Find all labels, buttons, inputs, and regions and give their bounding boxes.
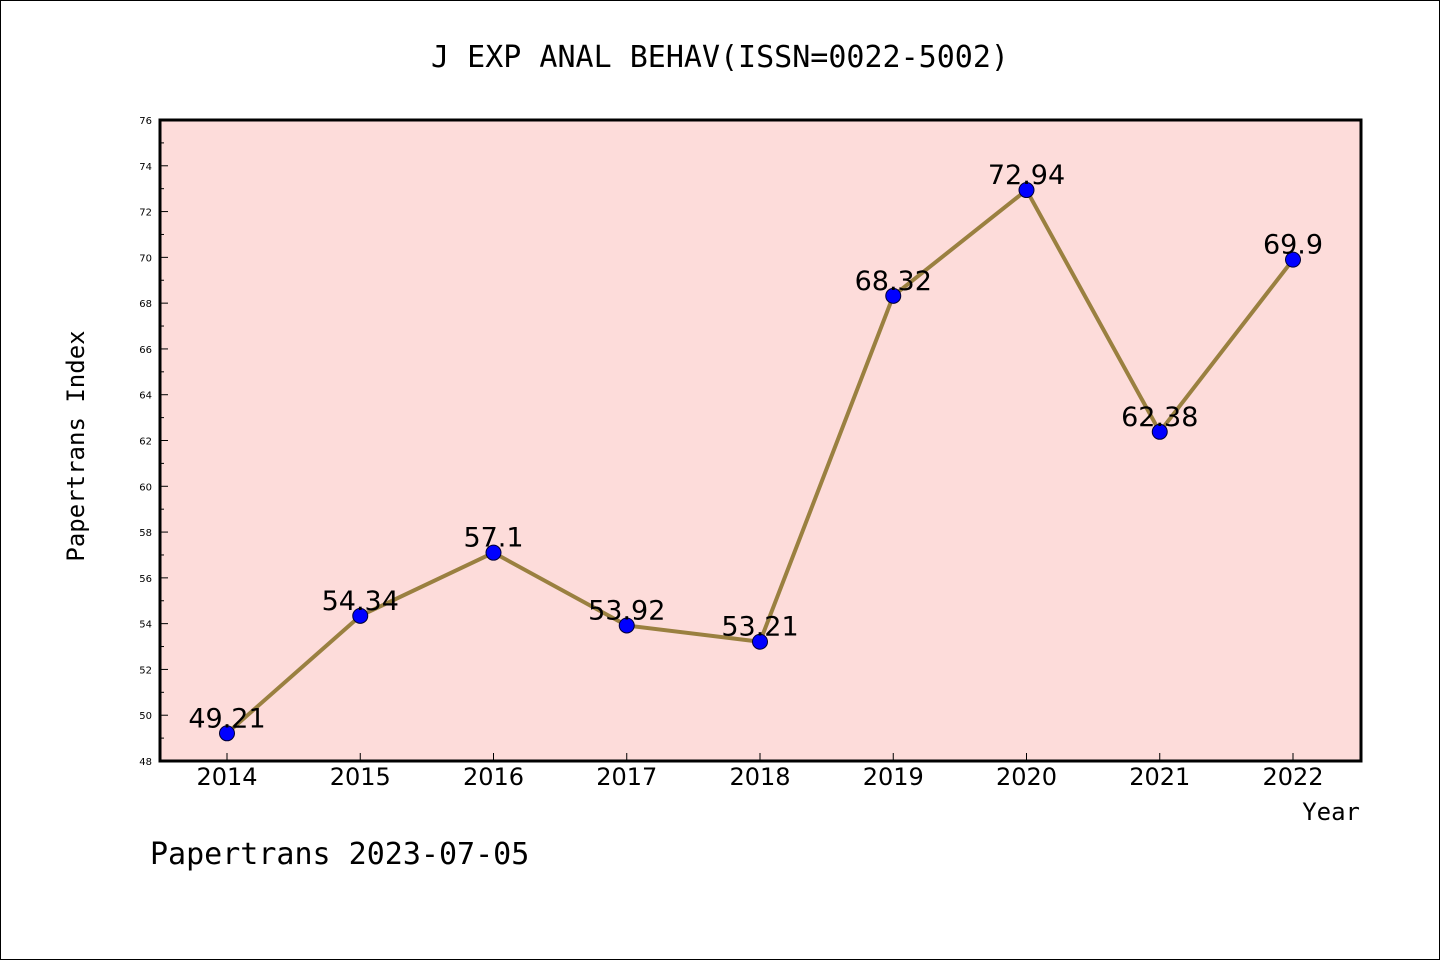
y-tick-label: 54 — [139, 620, 152, 631]
series-group: 49.21 54.34 57.1 53.92 53.21 68.32 72.94 62.38 6… — [188, 160, 1323, 742]
data-point — [885, 287, 902, 304]
data-label: 62.38 — [1121, 402, 1198, 433]
data-point — [618, 617, 635, 634]
y-tick-label: 52 — [139, 665, 152, 676]
y-tick-label: 74 — [139, 162, 152, 173]
plot-area — [158, 118, 1363, 763]
y-tick-label: 62 — [139, 437, 152, 448]
x-tick-label: 2014 — [196, 763, 257, 791]
data-point — [1151, 423, 1168, 440]
y-tick-label: 60 — [139, 482, 152, 493]
data-label: 57.1 — [463, 523, 523, 554]
y-tick-label: 56 — [139, 574, 152, 585]
x-tick-label: 2020 — [996, 763, 1057, 791]
x-tick-label: 2017 — [596, 763, 657, 791]
y-axis-label: Papertrans Index — [62, 330, 90, 561]
x-tick-label: 2021 — [1129, 763, 1190, 791]
data-point — [1018, 182, 1035, 199]
y-tick-label: 58 — [139, 528, 152, 539]
y-tick-label: 50 — [139, 711, 152, 722]
x-axis-label: Year — [1302, 798, 1360, 826]
y-tick-label: 70 — [139, 253, 152, 264]
data-point — [219, 725, 235, 742]
data-label: 54.34 — [322, 586, 399, 617]
y-tick-label: 66 — [139, 345, 152, 356]
y-axis: 48 50 52 54 56 58 60 62 64 66 68 70 72 74 76 — [139, 116, 168, 768]
data-label: 72.94 — [988, 160, 1065, 191]
data-label: 49.21 — [188, 703, 265, 734]
y-tick-label: 68 — [139, 299, 152, 310]
x-axis: 2014 2015 2016 2017 2018 2019 2020 2021 2022 — [196, 753, 1324, 791]
x-tick-label: 2019 — [863, 763, 924, 791]
data-label: 69.9 — [1263, 230, 1323, 261]
x-tick-label: 2022 — [1262, 763, 1323, 791]
x-tick-label: 2018 — [729, 763, 790, 791]
data-label: 53.92 — [588, 595, 665, 626]
data-label: 68.32 — [855, 266, 932, 297]
data-point — [485, 544, 502, 561]
footer-text: Papertrans 2023-07-05 — [150, 837, 529, 872]
chart-title: J EXP ANAL BEHAV(ISSN=0022-5002) — [431, 40, 1009, 75]
data-point — [1285, 251, 1301, 268]
x-tick-label: 2016 — [463, 763, 524, 791]
data-label: 53.21 — [721, 612, 798, 643]
x-tick-label: 2015 — [330, 763, 391, 791]
y-tick-label: 76 — [139, 116, 152, 127]
y-tick-label: 48 — [139, 757, 152, 768]
data-point — [752, 633, 768, 650]
y-tick-label: 64 — [139, 391, 152, 402]
data-point — [352, 607, 369, 624]
y-tick-label: 72 — [139, 208, 152, 219]
